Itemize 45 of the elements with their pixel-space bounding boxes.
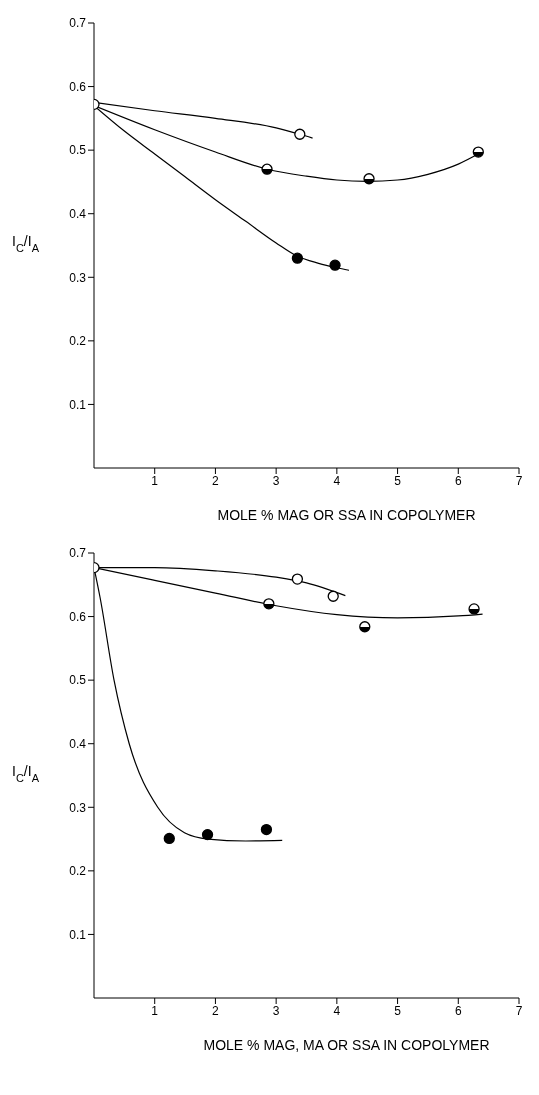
x-tick-label: 5 [394, 473, 402, 488]
y-tick-label: 0.4 [69, 736, 87, 751]
x-tick-label: 7 [515, 1003, 523, 1018]
y-tick-label: 0.3 [69, 270, 87, 285]
point [263, 598, 275, 610]
point [201, 828, 214, 841]
x-tick-label: 2 [212, 1003, 220, 1018]
y-tick-label: 0.1 [69, 397, 87, 412]
x-tick-label: 1 [151, 473, 159, 488]
x-tick-label: 3 [272, 473, 280, 488]
x-tick-label: 5 [394, 1003, 402, 1018]
point [260, 823, 273, 836]
y-axis-title: I$_{C}$/I$_{A}$ [12, 232, 40, 254]
y-tick-label: 0.7 [69, 16, 87, 31]
x-tick-label: 3 [272, 1003, 280, 1018]
y-tick-label: 0.6 [69, 79, 87, 94]
y-axis-title: I$_{C}$/I$_{A}$ [12, 762, 40, 784]
y-tick-label: 0.4 [69, 206, 87, 221]
x-tick-label: 1 [151, 1003, 159, 1018]
x-tick-label: 7 [515, 473, 523, 488]
y-tick-label: 0.6 [69, 609, 87, 624]
y-tick-label: 0.7 [69, 546, 87, 561]
point [327, 590, 339, 602]
x-axis-title: MOLE % MAG OR SSA IN COPOLYMER [217, 507, 476, 523]
x-tick-label: 4 [333, 473, 341, 488]
y-tick-label: 0.2 [69, 864, 87, 879]
point [468, 603, 480, 615]
point [163, 832, 175, 845]
y-tick-label: 0.5 [69, 143, 87, 158]
x-tick-label: 4 [333, 1003, 341, 1018]
y-tick-label: 0.5 [69, 673, 87, 688]
point [363, 173, 375, 185]
x-tick-label: 6 [454, 1003, 462, 1018]
point [291, 252, 304, 264]
point [291, 573, 304, 585]
point [472, 146, 484, 158]
y-tick-label: 0.3 [69, 800, 87, 815]
point [359, 621, 371, 633]
x-axis-title: MOLE % MAG, MA OR SSA IN COPOLYMER [203, 1037, 490, 1053]
point [261, 163, 273, 175]
x-tick-label: 2 [212, 473, 220, 488]
y-tick-label: 0.1 [69, 927, 87, 942]
point [329, 259, 341, 271]
y-tick-label: 0.2 [69, 334, 87, 349]
x-tick-label: 6 [454, 473, 462, 488]
